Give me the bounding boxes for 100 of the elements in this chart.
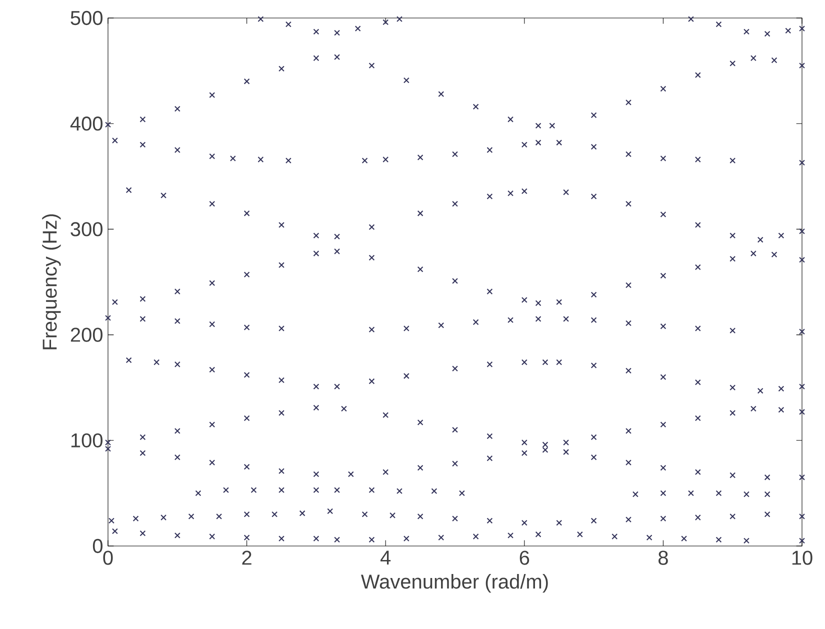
point (438, 322, 444, 328)
point (390, 512, 396, 518)
point (681, 536, 688, 542)
point (140, 434, 146, 440)
point (743, 28, 750, 35)
point (278, 487, 284, 494)
point (285, 158, 292, 164)
point (626, 516, 632, 523)
point (403, 325, 410, 332)
point (694, 469, 701, 476)
point (105, 440, 111, 446)
point (660, 272, 666, 279)
point (660, 490, 666, 496)
point (750, 250, 756, 256)
point (278, 262, 284, 268)
point (730, 158, 736, 164)
point (799, 538, 805, 544)
point (140, 316, 146, 322)
point (278, 468, 284, 474)
point (209, 366, 216, 373)
point (694, 156, 701, 162)
point (244, 415, 250, 422)
point (417, 266, 424, 272)
point (660, 323, 666, 330)
point (799, 256, 805, 263)
point (486, 193, 493, 200)
point (368, 326, 375, 333)
point (472, 319, 479, 326)
point (486, 288, 493, 294)
point (778, 406, 784, 413)
x-tick-label: 4 (380, 550, 391, 564)
point (382, 469, 389, 476)
point (216, 513, 222, 520)
point (799, 408, 805, 415)
point (785, 28, 792, 34)
y-tick-label: 0 (92, 538, 102, 554)
point (362, 158, 368, 164)
point (417, 210, 424, 216)
y-tick-label: 200 (70, 328, 102, 342)
point (757, 236, 764, 243)
point (730, 384, 736, 391)
point (626, 99, 632, 106)
point (626, 320, 632, 326)
point (660, 86, 666, 92)
point (799, 474, 805, 480)
point (626, 428, 632, 434)
point (313, 55, 320, 62)
point (694, 415, 701, 422)
point (590, 193, 597, 200)
point (313, 471, 320, 478)
point (174, 454, 180, 460)
point (403, 373, 410, 379)
point (660, 155, 666, 162)
point (126, 187, 132, 194)
point (563, 316, 570, 322)
point (348, 471, 354, 478)
point (174, 288, 180, 294)
point (160, 192, 167, 198)
point (688, 16, 694, 22)
point (438, 91, 444, 98)
point (140, 142, 146, 148)
x-tick-label: 2 (242, 550, 252, 565)
y-axis-title: Frequency (Hz) (42, 214, 61, 350)
point (313, 384, 320, 390)
point (590, 317, 597, 324)
point (632, 491, 638, 498)
point (799, 62, 805, 69)
point (660, 374, 666, 380)
point (730, 232, 736, 239)
point (590, 112, 597, 118)
point (521, 520, 528, 526)
point (508, 190, 514, 196)
point (140, 530, 146, 536)
x-tick-label: 6 (520, 550, 530, 565)
point (535, 300, 542, 306)
point (126, 357, 132, 364)
point (452, 278, 458, 284)
point (313, 232, 320, 239)
point (472, 104, 479, 110)
point (334, 487, 340, 494)
point (778, 232, 784, 239)
point (508, 317, 514, 324)
point (278, 222, 284, 228)
point (132, 516, 139, 522)
point (660, 516, 666, 522)
x-axis-title: Wavenumber (rad/m) (360, 574, 548, 593)
point (382, 412, 389, 418)
point (764, 30, 770, 37)
point (278, 410, 284, 416)
point (140, 450, 146, 456)
point (112, 138, 118, 144)
point (750, 406, 756, 412)
point (368, 487, 375, 494)
point (771, 57, 778, 64)
point (452, 426, 458, 433)
point (730, 256, 736, 262)
point (188, 513, 194, 520)
point (244, 272, 250, 278)
point (556, 359, 562, 366)
point (799, 160, 805, 166)
